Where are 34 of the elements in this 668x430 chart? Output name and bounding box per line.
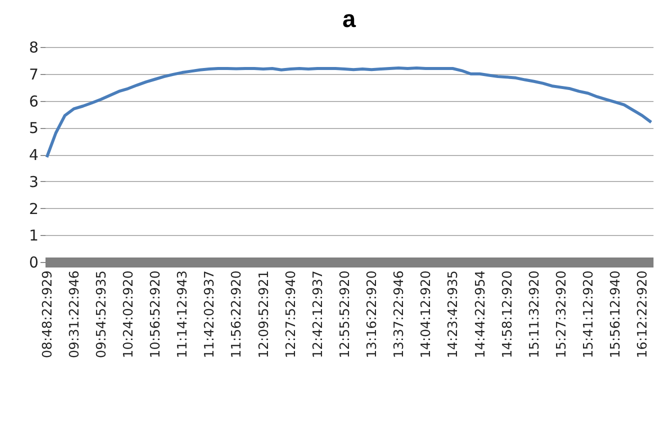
y-tick-label: 6 — [28, 92, 38, 110]
x-tick-label: 11:56:22:920 — [230, 270, 245, 358]
x-tick-label: 13:37:22:946 — [392, 270, 408, 358]
x-tick-label: 12:27:52:940 — [284, 270, 299, 358]
y-tick-label: 7 — [28, 65, 38, 84]
x-tick-label: 14:58:12:920 — [500, 270, 516, 358]
x-tick-label: 11:14:12:943 — [176, 270, 191, 358]
x-tick-label: 14:23:42:935 — [446, 270, 462, 358]
x-tick-label: 13:16:22:920 — [365, 270, 380, 358]
x-tick-label: 10:56:52:920 — [148, 270, 164, 358]
x-tick-label: 15:41:12:920 — [582, 270, 597, 358]
y-tick-label: 0 — [28, 254, 38, 272]
x-tick-label: 09:54:52:935 — [94, 270, 110, 358]
x-tick-label: 10:24:02:920 — [121, 270, 136, 358]
y-tick-label: 4 — [28, 146, 38, 164]
y-tick-label: 8 — [28, 38, 38, 56]
x-tick-label: 14:04:12:920 — [419, 270, 434, 358]
x-tick-label: 16:12:22:920 — [636, 270, 651, 358]
y-tick-label: 3 — [28, 172, 38, 191]
y-tick-label: 5 — [28, 119, 38, 138]
chart-title: a — [342, 6, 356, 33]
line-series — [45, 66, 653, 159]
x-tick-label: 12:42:12:937 — [310, 270, 326, 358]
x-tick-label: 12:55:52:920 — [338, 270, 353, 358]
y-tick-label: 2 — [28, 200, 38, 218]
x-tick-label: 08:48:22:929 — [40, 270, 56, 358]
x-tick-label: 09:31:22:946 — [67, 270, 82, 358]
x-tick-label: 14:44:22:954 — [473, 270, 488, 358]
x-tick-label: 12:09:52:921 — [256, 270, 272, 358]
x-tick-label: 15:27:32:920 — [554, 270, 570, 358]
y-tick-label: 1 — [28, 226, 38, 245]
x-tick-label: 15:56:12:940 — [608, 270, 624, 358]
x-tick-label: 11:42:02:937 — [202, 270, 218, 358]
x-tick-label: 15:11:32:920 — [527, 270, 542, 358]
